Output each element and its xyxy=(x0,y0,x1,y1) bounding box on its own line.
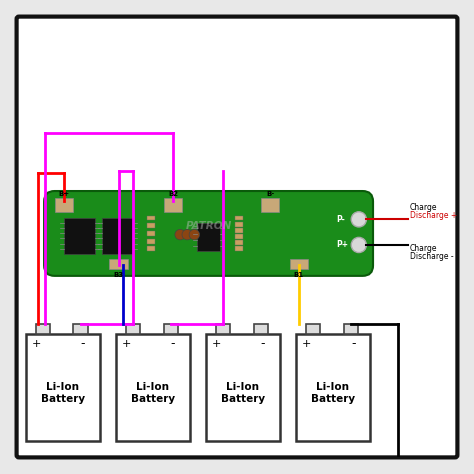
Bar xyxy=(254,324,268,334)
Bar xyxy=(73,324,88,334)
Bar xyxy=(197,223,220,251)
Bar xyxy=(261,198,279,212)
Bar xyxy=(36,324,50,334)
Bar xyxy=(116,334,190,441)
Bar xyxy=(306,324,320,334)
Text: B-: B- xyxy=(266,191,274,197)
Text: B1: B1 xyxy=(293,272,304,278)
Text: Charge: Charge xyxy=(410,244,438,253)
Bar xyxy=(290,259,308,269)
Text: Li-Ion
Battery: Li-Ion Battery xyxy=(311,382,355,404)
Bar xyxy=(55,198,73,212)
Circle shape xyxy=(182,229,192,240)
FancyBboxPatch shape xyxy=(44,191,373,276)
Circle shape xyxy=(351,212,366,227)
Text: P+: P+ xyxy=(337,240,348,249)
Bar xyxy=(126,324,140,334)
Bar xyxy=(147,216,155,220)
Bar xyxy=(147,246,155,251)
Bar xyxy=(147,231,155,236)
Text: +: + xyxy=(302,338,311,349)
Bar xyxy=(235,234,243,239)
Bar xyxy=(109,259,128,269)
Bar xyxy=(235,228,243,233)
Text: B3: B3 xyxy=(113,272,124,278)
Text: Discharge -: Discharge - xyxy=(410,252,454,261)
Text: -: - xyxy=(81,337,85,350)
Bar xyxy=(296,334,370,441)
Text: Charge: Charge xyxy=(410,203,438,212)
Bar xyxy=(235,216,243,220)
Text: B+: B+ xyxy=(58,191,70,197)
Circle shape xyxy=(189,229,200,240)
Bar xyxy=(164,198,182,212)
Text: +: + xyxy=(212,338,221,349)
Bar xyxy=(164,324,178,334)
Text: Li-Ion
Battery: Li-Ion Battery xyxy=(221,382,265,404)
Text: -: - xyxy=(351,337,356,350)
Text: -: - xyxy=(171,337,175,350)
Bar xyxy=(235,240,243,245)
Bar xyxy=(147,239,155,244)
Text: PATRON: PATRON xyxy=(185,221,232,231)
Text: -: - xyxy=(261,337,265,350)
Text: Li-Ion
Battery: Li-Ion Battery xyxy=(131,382,175,404)
Text: Li-Ion
Battery: Li-Ion Battery xyxy=(41,382,85,404)
Text: +: + xyxy=(32,338,41,349)
Bar xyxy=(147,223,155,228)
Circle shape xyxy=(351,237,366,253)
Bar xyxy=(235,222,243,227)
Text: P-: P- xyxy=(337,215,345,224)
Bar xyxy=(26,334,100,441)
Text: B2: B2 xyxy=(168,191,178,197)
Circle shape xyxy=(175,229,185,240)
Bar xyxy=(206,334,280,441)
Bar xyxy=(64,218,95,254)
Text: +: + xyxy=(122,338,131,349)
Bar xyxy=(344,324,358,334)
FancyBboxPatch shape xyxy=(17,17,457,457)
Bar xyxy=(102,218,133,254)
Bar xyxy=(235,246,243,251)
Bar xyxy=(216,324,230,334)
Text: Discharge +: Discharge + xyxy=(410,211,457,220)
